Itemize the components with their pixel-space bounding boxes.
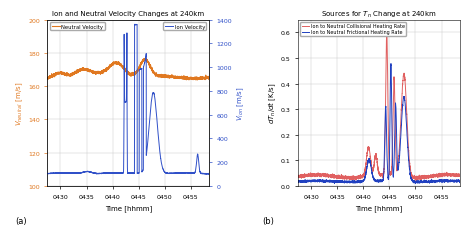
Neutral Velocity	[41, 80, 46, 83]
X-axis label: Time [hhmm]: Time [hhmm]	[356, 204, 402, 211]
Neutral Velocity	[67, 74, 73, 76]
Ion to Neutral Collisional Heating Rate	[414, 180, 419, 182]
Ion to Neutral Collisional Heating Rate	[460, 174, 465, 177]
Y-axis label: $dT_n/dt$ [K/s]: $dT_n/dt$ [K/s]	[266, 83, 278, 124]
Ion Velocity	[132, 24, 137, 27]
Ion to Neutral Frictional Heating Rate	[456, 180, 462, 182]
Line: Neutral Velocity: Neutral Velocity	[39, 59, 212, 82]
Ion to Neutral Frictional Heating Rate	[354, 181, 359, 183]
Y-axis label: $V_{neutral}$ [m/s]: $V_{neutral}$ [m/s]	[15, 81, 25, 126]
Ion to Neutral Frictional Heating Rate	[287, 180, 293, 183]
Neutral Velocity	[56, 73, 62, 75]
Line: Ion Velocity: Ion Velocity	[39, 25, 212, 174]
Ion Velocity	[36, 173, 42, 175]
Ion to Neutral Frictional Heating Rate	[438, 179, 443, 182]
Ion to Neutral Collisional Heating Rate	[307, 174, 313, 177]
Ion Velocity	[206, 173, 211, 175]
Text: (a): (a)	[15, 216, 27, 225]
Ion Velocity	[103, 172, 109, 175]
Ion to Neutral Frictional Heating Rate	[361, 179, 366, 182]
Ion Velocity	[187, 172, 193, 174]
Ion Velocity	[56, 172, 62, 175]
Neutral Velocity	[206, 76, 211, 79]
X-axis label: Time [hhmm]: Time [hhmm]	[105, 204, 152, 211]
Ion Velocity	[209, 173, 215, 175]
Ion to Neutral Frictional Heating Rate	[307, 179, 313, 182]
Ion to Neutral Collisional Heating Rate	[438, 173, 443, 175]
Neutral Velocity	[187, 77, 193, 79]
Ion to Neutral Collisional Heating Rate	[317, 174, 323, 177]
Neutral Velocity	[143, 58, 149, 60]
Ion to Neutral Collisional Heating Rate	[361, 174, 366, 177]
Ion to Neutral Frictional Heating Rate	[317, 179, 323, 182]
Ion to Neutral Collisional Heating Rate	[384, 33, 390, 36]
Legend: Neutral Velocity: Neutral Velocity	[50, 23, 105, 31]
Ion Velocity	[110, 172, 116, 174]
Ion Velocity	[204, 173, 210, 176]
Title: Sources for $T_n$ Change at 240km: Sources for $T_n$ Change at 240km	[321, 9, 437, 20]
Ion to Neutral Collisional Heating Rate	[287, 177, 293, 180]
Ion to Neutral Collisional Heating Rate	[354, 176, 359, 179]
Legend: Ion to Neutral Collisional Heating Rate, Ion to Neutral Frictional Heating Rate: Ion to Neutral Collisional Heating Rate,…	[301, 23, 406, 37]
Ion to Neutral Frictional Heating Rate	[388, 63, 394, 66]
Ion to Neutral Frictional Heating Rate	[412, 182, 418, 185]
Neutral Velocity	[36, 79, 42, 81]
Legend: Ion Velocity: Ion Velocity	[164, 23, 207, 31]
Text: (b): (b)	[263, 216, 274, 225]
Ion to Neutral Collisional Heating Rate	[456, 174, 462, 177]
Line: Ion to Neutral Collisional Heating Rate: Ion to Neutral Collisional Heating Rate	[290, 34, 463, 181]
Title: Ion and Neutral Velocity Changes at 240km: Ion and Neutral Velocity Changes at 240k…	[52, 11, 204, 17]
Ion Velocity	[66, 172, 72, 174]
Neutral Velocity	[110, 63, 116, 66]
Neutral Velocity	[209, 76, 215, 79]
Ion to Neutral Frictional Heating Rate	[460, 180, 465, 183]
Y-axis label: $V_{ion}$ [m/s]: $V_{ion}$ [m/s]	[235, 86, 246, 120]
Line: Ion to Neutral Frictional Heating Rate: Ion to Neutral Frictional Heating Rate	[290, 64, 463, 184]
Neutral Velocity	[103, 71, 109, 74]
